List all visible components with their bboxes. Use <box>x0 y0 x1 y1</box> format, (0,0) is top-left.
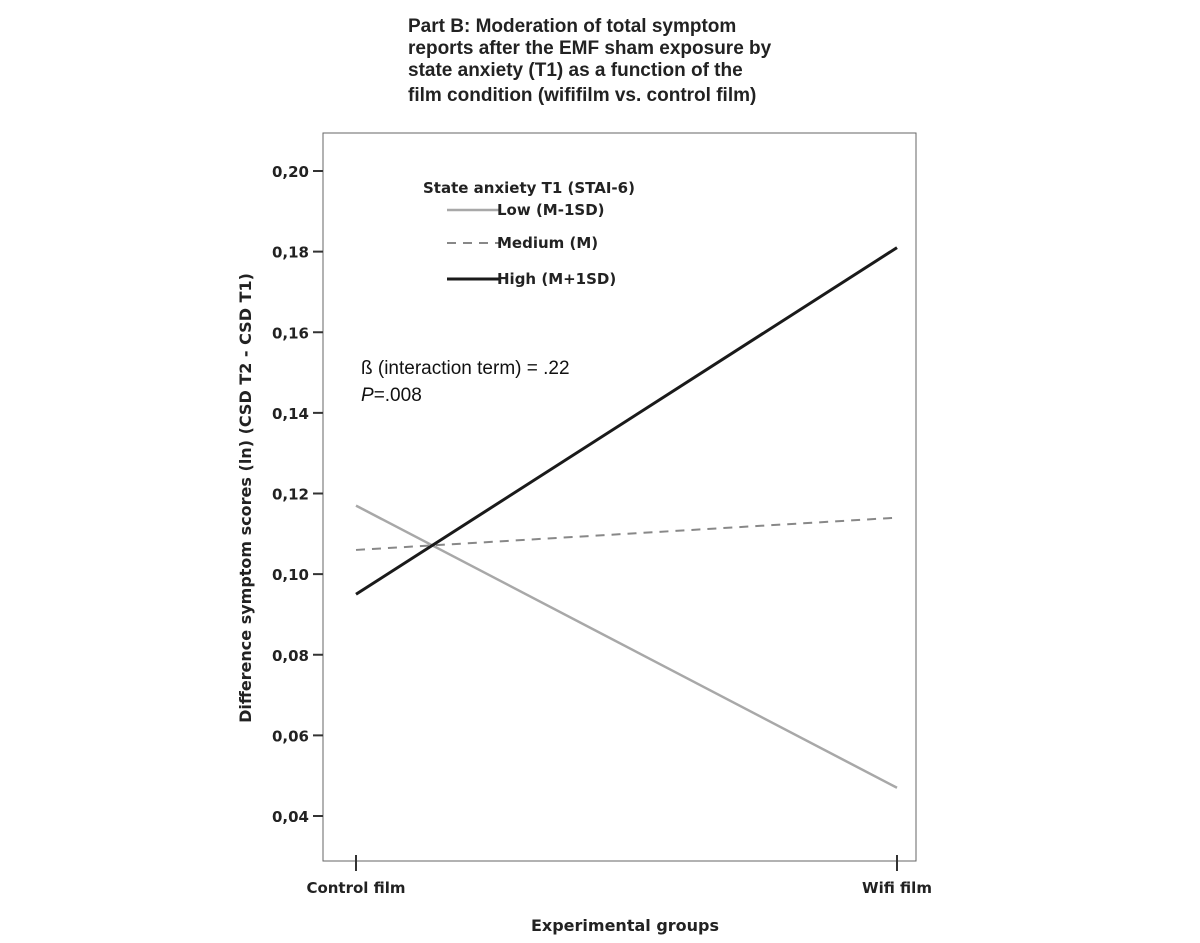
beta-annotation: ß (interaction term) = .22 <box>361 358 570 379</box>
legend-items: Low (M-1SD) Medium (M) High (M+1SD) <box>447 201 616 288</box>
x-axis-title: Experimental groups <box>531 916 719 935</box>
legend: State anxiety T1 (STAI-6) Low (M-1SD) Med… <box>423 179 635 288</box>
interaction-annotation: ß (interaction term) = .22 P=.008 <box>361 358 570 406</box>
y-tick-label: 0,16 <box>272 324 309 342</box>
series-line <box>355 504 898 789</box>
y-axis-title: Difference symptom scores (ln) (CSD T2 -… <box>236 273 255 723</box>
series-line <box>355 246 898 596</box>
title-line-2: reports after the EMF sham exposure by <box>408 38 772 59</box>
y-tick-label: 0,14 <box>272 405 309 423</box>
legend-title: State anxiety T1 (STAI-6) <box>423 179 635 197</box>
y-axis: 0,04 0,06 0,08 0,10 0,12 0,14 0,16 0,18 0,20 <box>272 163 323 826</box>
plot-frame <box>322 132 917 862</box>
title-line-4: film condition (wififilm vs. control fil… <box>408 85 756 106</box>
y-tick-label: 0,04 <box>272 808 309 826</box>
legend-label: Low (M-1SD) <box>497 201 605 219</box>
y-tick-label: 0,06 <box>272 727 309 745</box>
y-tick-label: 0,18 <box>272 244 309 262</box>
p-value-annotation: P=.008 <box>361 385 422 406</box>
legend-label: Medium (M) <box>497 234 598 252</box>
series-line <box>355 516 898 551</box>
y-tick-label: 0,10 <box>272 566 309 584</box>
x-tick-label: Control film <box>306 879 405 897</box>
title-line-3: state anxiety (T1) as a function of the <box>408 60 743 81</box>
y-tick-label: 0,08 <box>272 647 309 665</box>
x-tick-label: Wifi film <box>862 879 932 897</box>
x-axis: Control film Wifi film <box>306 855 932 897</box>
chart-title: Part B: Moderation of total symptom repo… <box>408 16 772 106</box>
y-tick-label: 0,20 <box>272 163 309 181</box>
y-tick-label: 0,12 <box>272 486 309 504</box>
p-value-symbol: P <box>361 385 374 406</box>
legend-label: High (M+1SD) <box>497 270 616 288</box>
p-value-number: =.008 <box>374 385 422 406</box>
title-line-1: Part B: Moderation of total symptom <box>408 16 736 37</box>
series-lines <box>355 246 898 789</box>
